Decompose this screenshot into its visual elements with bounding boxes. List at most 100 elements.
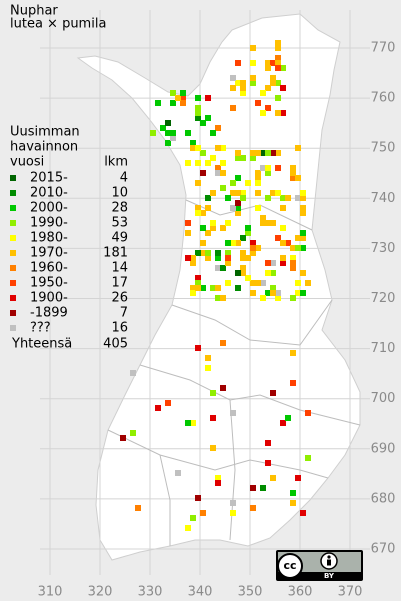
observation-square: [165, 120, 171, 126]
observation-square: [275, 190, 281, 196]
observation-square: [295, 145, 301, 151]
legend-total-label: Yhteensä: [11, 337, 72, 352]
observation-square: [180, 100, 186, 106]
observation-square: [245, 230, 251, 236]
observation-square: [280, 110, 286, 116]
observation-square: [200, 170, 206, 176]
observation-square: [250, 75, 256, 81]
observation-square: [305, 280, 311, 286]
observation-square: [220, 295, 226, 301]
observation-square: [255, 180, 261, 186]
legend-swatch: [10, 295, 16, 301]
legend-count: 4: [120, 171, 128, 186]
observation-square: [270, 220, 276, 226]
observation-square: [230, 190, 236, 196]
observation-square: [290, 170, 296, 176]
legend-count: 7: [120, 306, 128, 321]
observation-square: [270, 190, 276, 196]
observation-square: [265, 220, 271, 226]
observation-square: [245, 225, 251, 231]
observation-square: [185, 230, 191, 236]
observation-square: [205, 205, 211, 211]
observation-square: [235, 175, 241, 181]
observation-square: [220, 340, 226, 346]
observation-square: [255, 150, 261, 156]
observation-square: [230, 240, 236, 246]
observation-square: [205, 365, 211, 371]
legend-swatch: [10, 205, 16, 211]
legend-count: 14: [111, 261, 128, 276]
observation-square: [265, 170, 271, 176]
observation-square: [275, 95, 281, 101]
observation-square: [215, 480, 221, 486]
legend-swatch: [10, 310, 16, 316]
border: [159, 454, 171, 546]
observation-square: [215, 255, 221, 261]
observation-square: [270, 285, 276, 291]
y-label: 770: [371, 41, 396, 56]
observation-square: [295, 245, 301, 251]
observation-square: [230, 510, 236, 516]
observation-square: [205, 255, 211, 261]
observation-square: [250, 60, 256, 66]
observation-square: [210, 415, 216, 421]
observation-square: [215, 145, 221, 151]
observation-square: [300, 190, 306, 196]
observation-square: [260, 215, 266, 221]
observation-square: [260, 150, 266, 156]
observation-square: [185, 160, 191, 166]
observation-square: [275, 55, 281, 61]
observation-square: [290, 490, 296, 496]
observation-square: [290, 175, 296, 181]
legend-label: 1950-: [30, 276, 68, 291]
observation-square: [240, 85, 246, 91]
observation-square: [240, 235, 246, 241]
observation-square: [185, 525, 191, 531]
legend-label: 1980-: [30, 231, 68, 246]
legend-count: 10: [111, 186, 128, 201]
observation-square: [305, 455, 311, 461]
observation-square: [235, 210, 241, 216]
observation-square: [190, 285, 196, 291]
observation-square: [265, 105, 271, 111]
observation-square: [280, 65, 286, 71]
observation-square: [195, 180, 201, 186]
observation-square: [255, 190, 261, 196]
observation-square: [235, 240, 241, 246]
observation-square: [130, 430, 136, 436]
observation-square: [185, 420, 191, 426]
observation-square: [265, 440, 271, 446]
observation-square: [195, 160, 201, 166]
observation-square: [230, 180, 236, 186]
x-label: 370: [338, 585, 363, 600]
legend-label: 2015-: [30, 171, 68, 186]
observation-square: [210, 155, 216, 161]
observation-square: [285, 415, 291, 421]
observation-square: [215, 170, 221, 176]
observation-square: [210, 130, 216, 136]
observation-square: [190, 145, 196, 151]
observation-square: [265, 65, 271, 71]
observation-square: [225, 260, 231, 266]
observation-square: [260, 280, 266, 286]
observation-square: [205, 355, 211, 361]
observation-square: [225, 250, 231, 256]
observation-square: [190, 420, 196, 426]
observation-square: [240, 250, 246, 256]
observation-square: [220, 160, 226, 166]
observation-square: [240, 270, 246, 276]
license-label: BY: [324, 572, 335, 580]
observation-square: [200, 225, 206, 231]
observation-square: [165, 400, 171, 406]
observation-square: [275, 150, 281, 156]
observation-square: [275, 40, 281, 46]
observation-square: [225, 280, 231, 286]
observation-square: [195, 110, 201, 116]
observation-square: [215, 165, 221, 171]
observation-square: [275, 295, 281, 301]
y-label: 740: [371, 191, 396, 206]
y-label: 730: [371, 241, 396, 256]
observation-square: [245, 180, 251, 186]
observation-square: [170, 130, 176, 136]
